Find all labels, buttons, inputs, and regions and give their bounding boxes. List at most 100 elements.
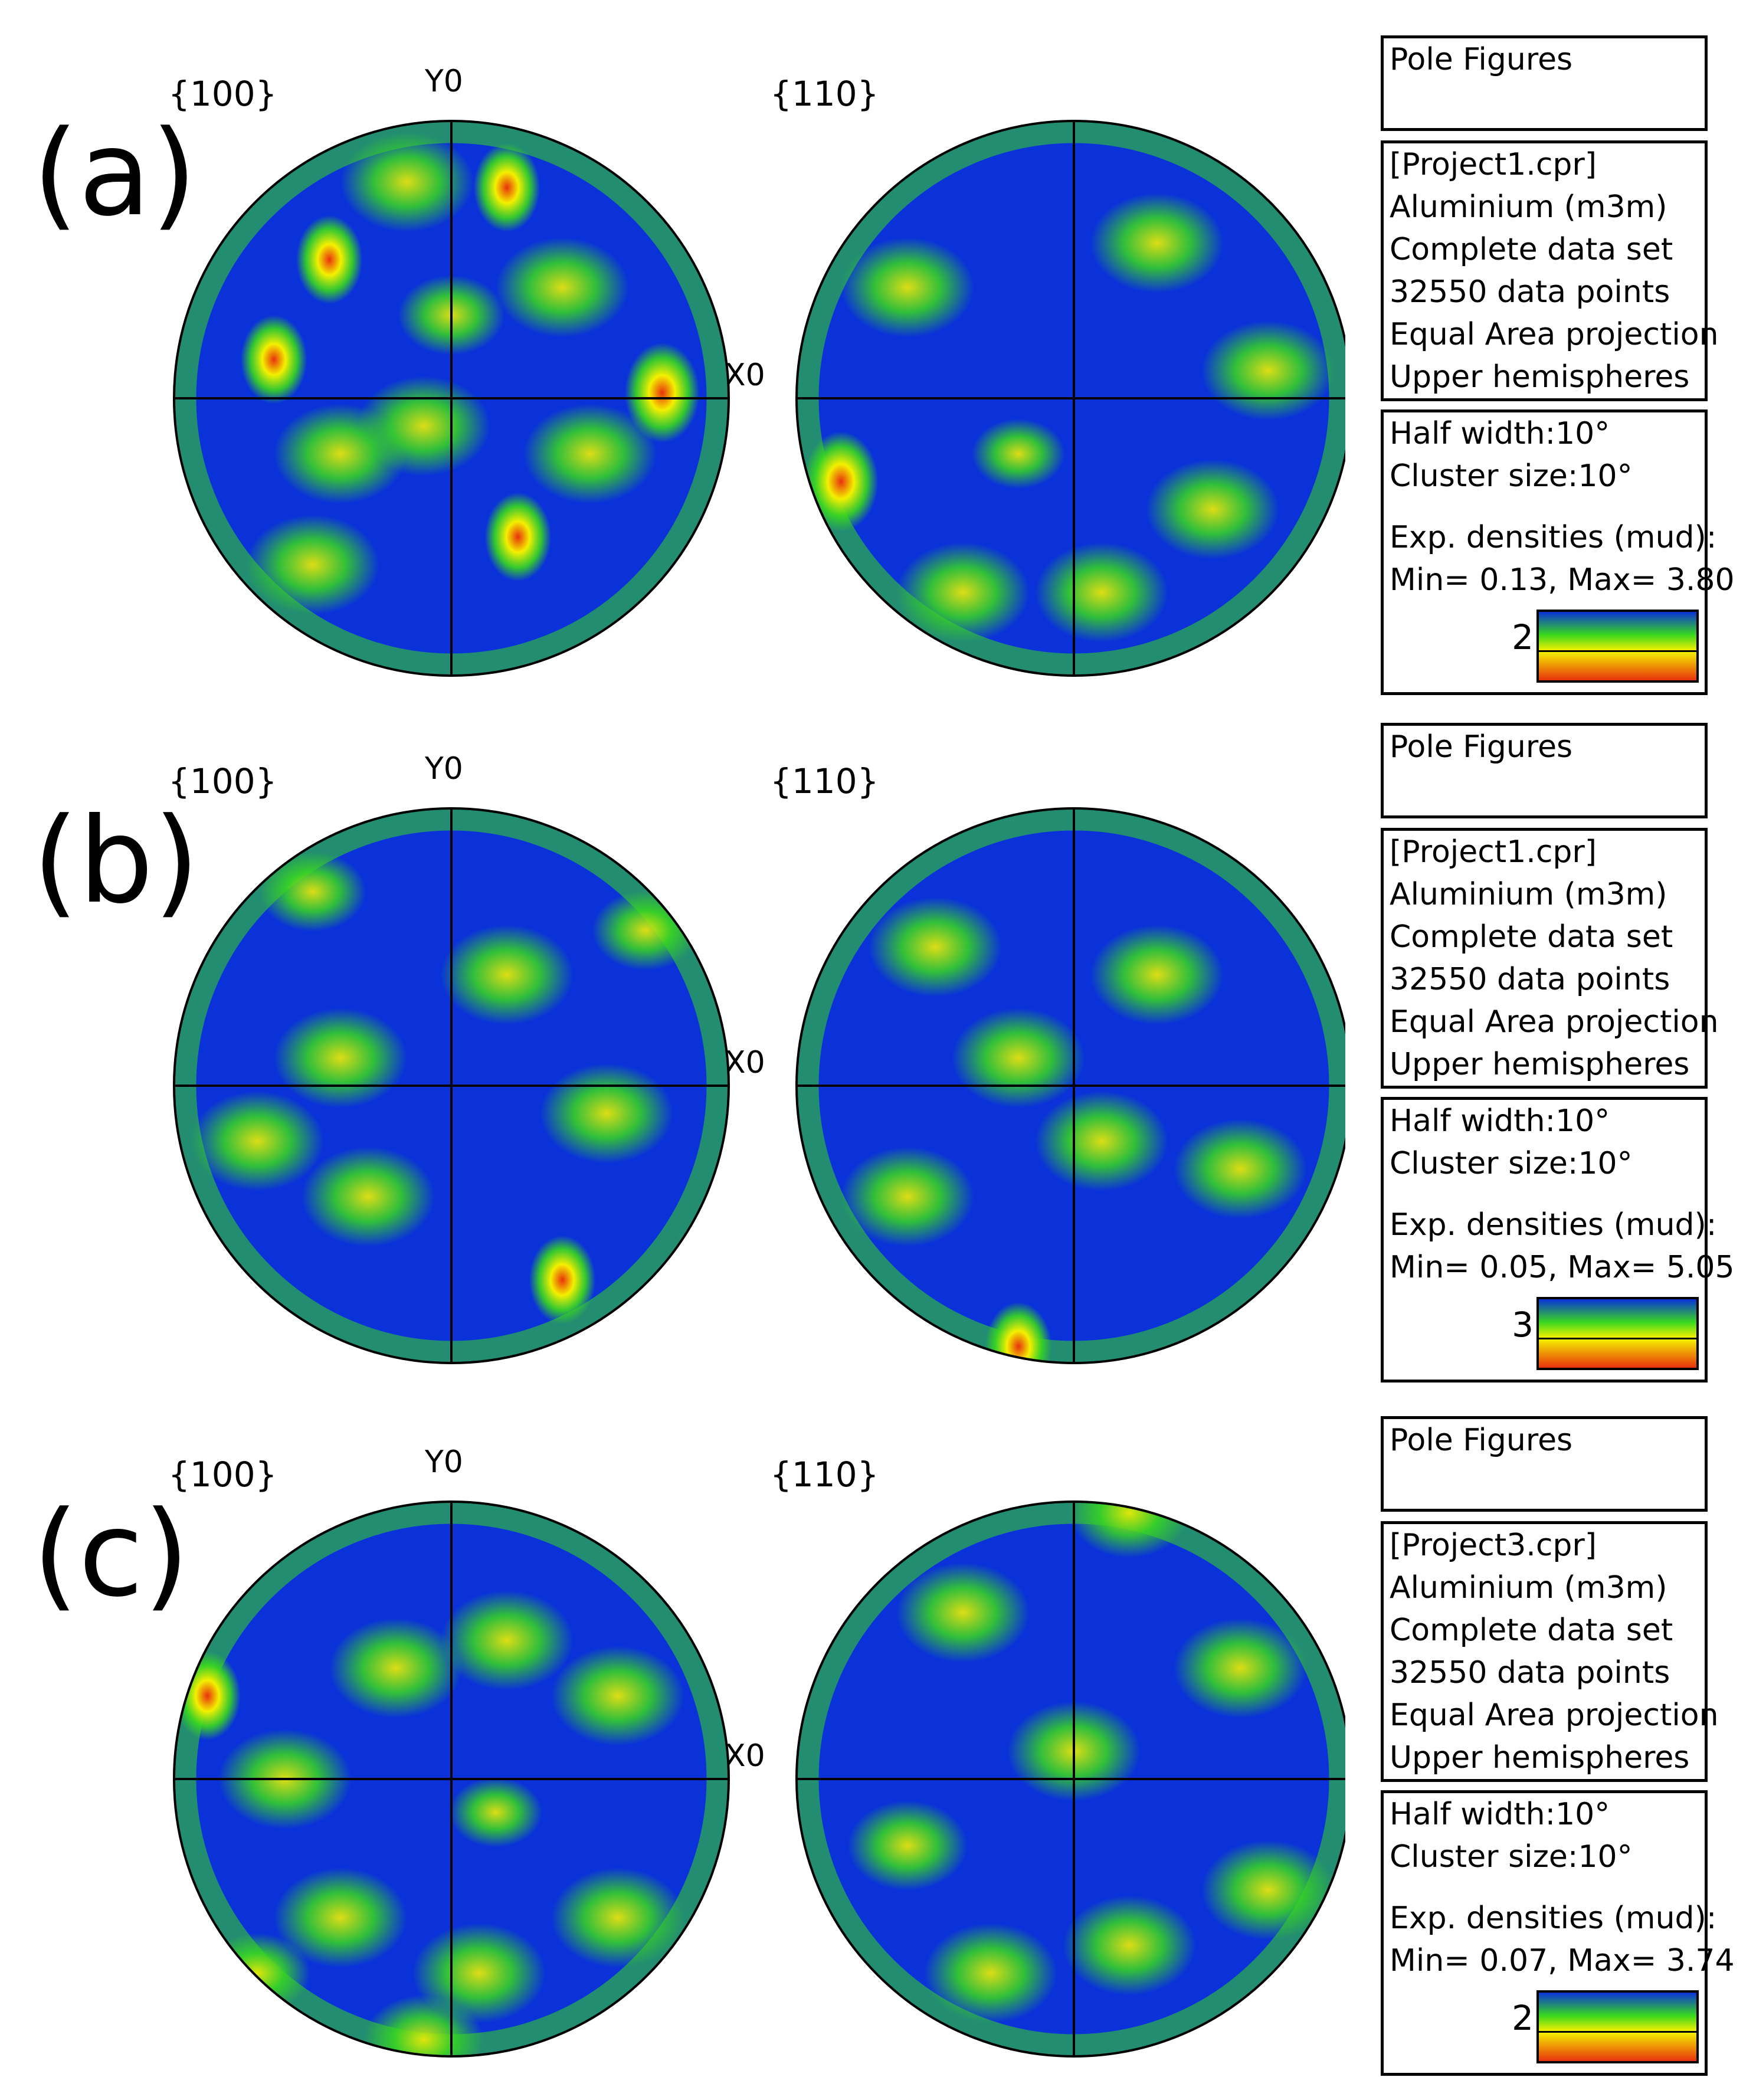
density-line: Min= 0.07, Max= 3.74	[1390, 1943, 1735, 1978]
pole-figure-title-100: {100}	[168, 1454, 277, 1495]
density-line: Min= 0.05, Max= 5.05	[1390, 1250, 1735, 1285]
x0-axis-label: X0	[725, 1045, 765, 1080]
infobox-line: Aluminium (m3m)	[1390, 877, 1667, 912]
colorbar	[1536, 1297, 1699, 1370]
density-peak	[841, 1146, 974, 1247]
infobox-line: Complete data set	[1390, 232, 1673, 267]
pole-figure-title-100: {100}	[168, 74, 277, 114]
density-line: Exp. densities (mud):	[1390, 1207, 1717, 1243]
panel-label: (c)	[32, 1486, 190, 1623]
density-peak	[240, 315, 307, 404]
infobox-title: Pole Figures	[1381, 35, 1708, 131]
density-peak	[803, 431, 879, 532]
pole-figure-pair	[173, 1501, 1345, 2058]
colorbar	[1536, 610, 1699, 683]
density-peak	[259, 851, 366, 932]
colorbar-label: 2	[1512, 1998, 1534, 2038]
infobox-line: 32550 data points	[1390, 962, 1670, 997]
density-peak	[523, 404, 657, 504]
density-peak	[484, 492, 552, 582]
density-peak	[551, 1646, 684, 1746]
density-peak	[952, 1008, 1085, 1108]
density-peak	[869, 897, 1002, 997]
colorbar-label: 2	[1512, 617, 1534, 657]
density-peak	[329, 1618, 463, 1718]
density-peak	[551, 1868, 684, 1968]
infobox-line: [Project1.cpr]	[1390, 147, 1597, 182]
pole-figure-pair	[173, 807, 1345, 1364]
density-peak	[473, 143, 540, 232]
infobox-dataset: [Project3.cpr] Aluminium (m3m) Complete da…	[1381, 1521, 1719, 1782]
panel-label: (a)	[32, 105, 197, 243]
density-peak	[204, 1933, 311, 2013]
density-peak	[1069, 1502, 1190, 1558]
infobox-line: Equal Area projection	[1390, 1004, 1719, 1040]
density-peak	[1090, 193, 1224, 293]
density-peak	[896, 1562, 1030, 1663]
pole-figure-title-110: {110}	[770, 761, 879, 801]
infobox-densities: Half width:10° Cluster size:10° Exp. dens…	[1381, 409, 1735, 695]
y0-axis-label: Y0	[425, 1444, 463, 1480]
infobox-line: Upper hemispheres	[1390, 359, 1690, 395]
parameter-line: Cluster size:10°	[1390, 458, 1633, 494]
colorbar-legend: 2	[1384, 605, 1705, 687]
infobox-line: Equal Area projection	[1390, 1698, 1719, 1733]
density-peak	[302, 1146, 435, 1247]
density-peak	[274, 404, 407, 504]
infobox-densities: Half width:10° Cluster size:10° Exp. dens…	[1381, 1097, 1735, 1382]
infobox-title-text: Pole Figures	[1390, 729, 1573, 765]
colorbar-label: 3	[1512, 1305, 1534, 1345]
parameter-line: Cluster size:10°	[1390, 1839, 1633, 1875]
x0-axis-label: X0	[725, 358, 765, 393]
density-peak	[449, 1777, 543, 1847]
infobox-title-text: Pole Figures	[1390, 42, 1573, 77]
pole-figure-title-100: {100}	[168, 761, 277, 801]
density-line: Exp. densities (mud):	[1390, 1901, 1717, 1936]
colorbar-legend: 3	[1384, 1292, 1705, 1375]
density-peak	[985, 1302, 1052, 1363]
pole-figure-title-110: {110}	[770, 1454, 879, 1495]
infobox-line: Aluminium (m3m)	[1390, 1570, 1667, 1606]
pole-figure-title-110: {110}	[770, 74, 879, 114]
density-peak	[1201, 320, 1335, 421]
pole-figure-110	[797, 121, 1345, 676]
density-peak	[274, 1868, 407, 1968]
colorbar-legend: 2	[1384, 1986, 1705, 2068]
infobox-line: 32550 data points	[1390, 1655, 1670, 1691]
density-peak	[1146, 459, 1279, 559]
density-peak	[1035, 542, 1168, 643]
density-peak	[896, 542, 1030, 643]
density-peak	[1035, 1091, 1168, 1191]
infobox-line: Upper hemispheres	[1390, 1740, 1690, 1775]
density-peak	[246, 515, 379, 615]
parameter-line: Cluster size:10°	[1390, 1146, 1633, 1181]
density-peak	[1063, 1895, 1196, 1996]
pole-figure-panel-1: (a) {100} Y0 {110} X0 Pole Figures [Proj…	[0, 0, 1743, 695]
density-peak	[340, 132, 474, 232]
panel-label: (b)	[32, 792, 200, 930]
infobox-line: [Project3.cpr]	[1390, 1528, 1597, 1563]
infobox-line: Complete data set	[1390, 919, 1673, 955]
density-peak	[1174, 1119, 1307, 1219]
parameter-line: Half width:10°	[1390, 1797, 1610, 1832]
infobox-line: [Project1.cpr]	[1390, 834, 1597, 870]
colorbar	[1536, 1990, 1699, 2063]
density-peak	[496, 237, 629, 338]
density-peak	[924, 1923, 1057, 2023]
y0-axis-label: Y0	[425, 64, 463, 99]
density-peak	[412, 1923, 546, 2023]
density-line: Exp. densities (mud):	[1390, 520, 1717, 555]
pole-figure-panel-3: (c) {100} Y0 {110} X0 Pole Figures [Proj…	[0, 1381, 1743, 2076]
density-peak	[624, 343, 700, 443]
infobox-title: Pole Figures	[1381, 723, 1708, 818]
infobox-line: Aluminium (m3m)	[1390, 189, 1667, 225]
density-peak	[847, 1800, 968, 1891]
density-peak	[1201, 1840, 1335, 1940]
density-peak	[841, 237, 974, 338]
infobox-dataset: [Project1.cpr] Aluminium (m3m) Complete da…	[1381, 140, 1719, 401]
pole-figure-pair	[173, 120, 1345, 677]
infobox-densities: Half width:10° Cluster size:10° Exp. dens…	[1381, 1790, 1735, 2076]
density-peak	[529, 1235, 596, 1325]
infobox-dataset: [Project1.cpr] Aluminium (m3m) Complete da…	[1381, 828, 1719, 1089]
density-peak	[1090, 925, 1224, 1025]
